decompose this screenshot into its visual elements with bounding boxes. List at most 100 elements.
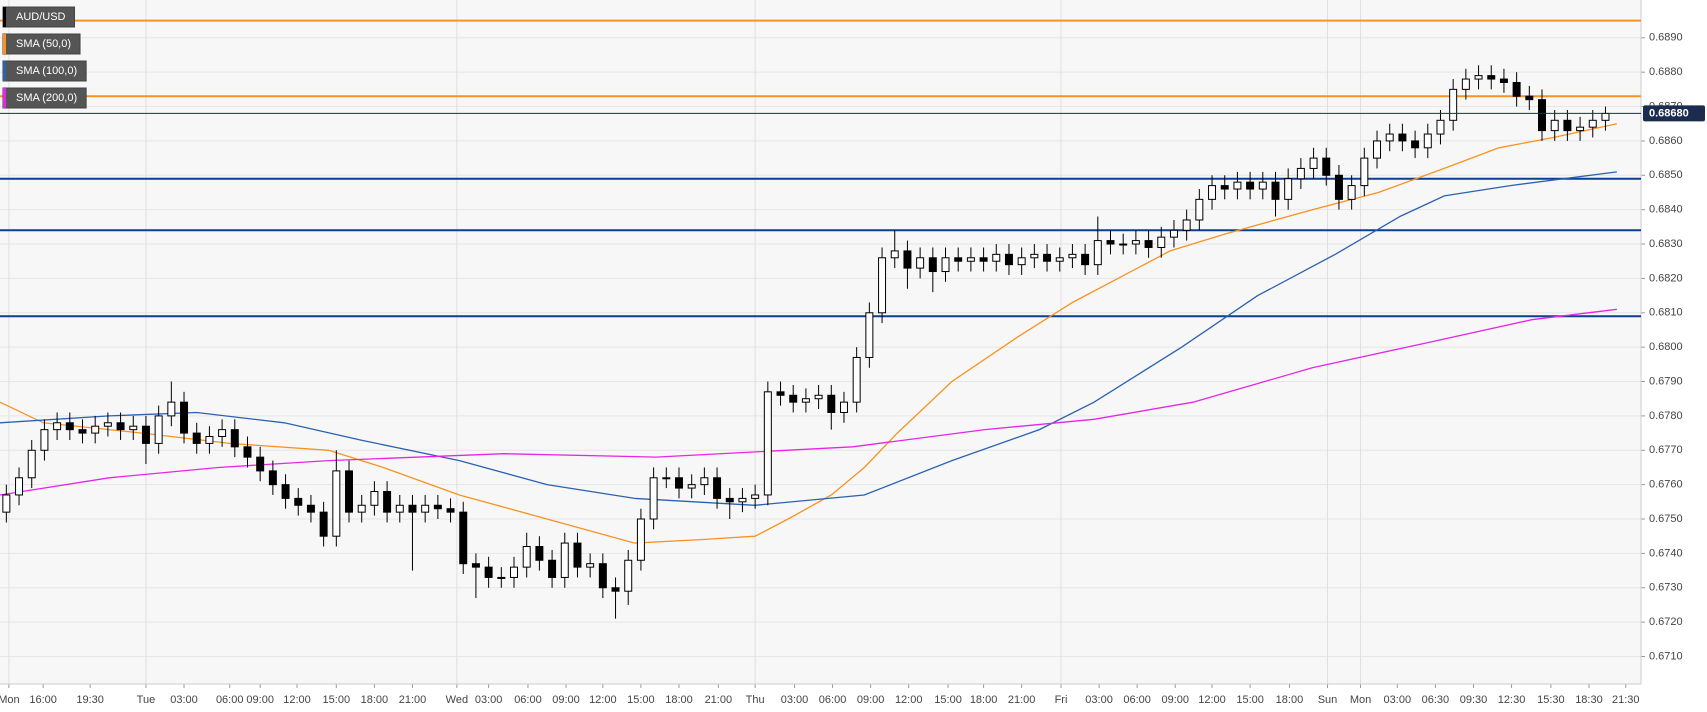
candle-body: [928, 257, 937, 273]
x-tick-label: 18:00: [1276, 694, 1304, 706]
legend-label: SMA (50,0): [16, 38, 71, 50]
legend-label: AUD/USD: [16, 11, 66, 23]
candle-body: [827, 394, 836, 413]
legend-swatch: [3, 88, 6, 108]
candle-body: [1512, 81, 1521, 97]
candle-body: [839, 401, 848, 413]
candle-body: [1411, 140, 1420, 149]
candle-body: [624, 559, 633, 592]
candle-body: [560, 542, 569, 578]
candle-body: [548, 559, 557, 578]
candle-body: [116, 422, 125, 431]
candle-body: [345, 470, 354, 513]
candle-body: [776, 391, 785, 396]
x-tick-label: Sun: [1318, 694, 1338, 706]
candle-body: [256, 456, 265, 472]
candle-body: [852, 356, 861, 403]
x-tick-label: 06:00: [819, 694, 847, 706]
candle-body: [306, 504, 315, 513]
candle-body: [1436, 119, 1445, 135]
candle-body: [433, 504, 442, 510]
candle-body: [383, 491, 392, 513]
candle-body: [1271, 181, 1280, 200]
legend-label: SMA (100,0): [16, 65, 77, 77]
x-tick-label: 06:00: [1123, 694, 1151, 706]
candle-body: [713, 477, 722, 499]
candle-body: [1461, 78, 1470, 90]
x-tick-label: 15:30: [1537, 694, 1565, 706]
y-tick-label: 0.6890: [1649, 32, 1683, 44]
x-tick-label: 12:00: [895, 694, 923, 706]
candle-body: [180, 401, 189, 434]
candle-body: [395, 504, 404, 513]
candle-body: [78, 429, 87, 434]
x-tick-label: 09:00: [246, 694, 274, 706]
candle-body: [1119, 243, 1128, 246]
candle-body: [1347, 185, 1356, 200]
x-tick-label: 21:30: [1612, 694, 1640, 706]
last-price-box: [1643, 105, 1705, 122]
x-tick-label: 09:30: [1460, 694, 1488, 706]
candle-body: [954, 257, 963, 262]
x-tick-label: 18:30: [1575, 694, 1603, 706]
x-tick-label: 15:00: [934, 694, 962, 706]
y-tick-label: 0.6740: [1649, 547, 1683, 559]
candle-body: [903, 250, 912, 269]
last-price-label: 0.68680: [1649, 107, 1689, 119]
candle-body: [1385, 133, 1394, 142]
candle-body: [1182, 219, 1191, 231]
candle-body: [1157, 236, 1166, 248]
candle-body: [662, 477, 671, 480]
candle-body: [1550, 119, 1559, 132]
candle-body: [992, 253, 1001, 262]
candle-body: [700, 477, 709, 486]
candle-body: [522, 546, 531, 568]
x-tick-label: 21:00: [1008, 694, 1036, 706]
x-tick-label: 06:00: [216, 694, 244, 706]
y-tick-label: 0.6730: [1649, 582, 1683, 594]
x-tick-label: Mon: [0, 694, 20, 706]
candle-body: [421, 504, 430, 513]
candle-body: [966, 257, 975, 262]
x-tick-label: Tue: [137, 694, 156, 706]
candle-body: [763, 391, 772, 496]
candle-body: [586, 563, 595, 568]
candle-body: [1525, 95, 1534, 101]
candle-body: [1106, 240, 1115, 245]
candle-body: [1055, 257, 1064, 262]
x-tick-label: 09:00: [1161, 694, 1189, 706]
candle-body: [725, 497, 734, 503]
candle-body: [281, 484, 290, 499]
candle-body: [15, 477, 24, 496]
candle-body: [751, 494, 760, 499]
candle-body: [192, 432, 201, 444]
candle-body: [332, 470, 341, 537]
y-tick-label: 0.6810: [1649, 307, 1683, 319]
y-tick-label: 0.6830: [1649, 238, 1683, 250]
legend-swatch: [3, 7, 6, 27]
candle-body: [1246, 181, 1255, 190]
candle-body: [65, 422, 74, 431]
x-tick-label: 03:00: [781, 694, 809, 706]
x-tick-label: 15:00: [323, 694, 351, 706]
candle-body: [1284, 178, 1293, 200]
candle-body: [1043, 253, 1052, 262]
x-tick-label: 03:00: [1384, 694, 1412, 706]
candle-body: [1474, 75, 1483, 80]
candle-body: [218, 429, 227, 438]
x-tick-label: 19:30: [76, 694, 104, 706]
candle-body: [1093, 240, 1102, 266]
candle-body: [649, 477, 658, 520]
x-tick-label: 09:00: [857, 694, 885, 706]
y-tick-label: 0.6720: [1649, 616, 1683, 628]
legend-swatch: [3, 61, 6, 81]
candle-body: [1499, 78, 1508, 83]
candle-body: [1588, 119, 1597, 128]
candle-body: [1563, 119, 1572, 132]
x-tick-label: Mon: [1350, 694, 1371, 706]
candle-body: [1423, 133, 1432, 149]
x-tick-label: 12:00: [589, 694, 617, 706]
candle-body: [1398, 133, 1407, 142]
candle-body: [865, 312, 874, 358]
